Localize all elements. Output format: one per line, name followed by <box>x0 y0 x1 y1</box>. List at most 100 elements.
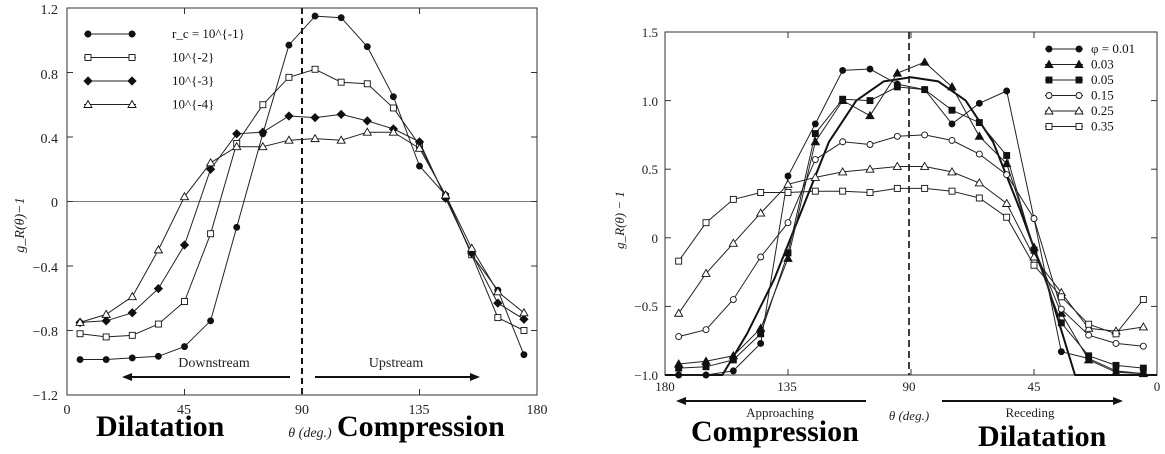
data-point <box>205 164 216 174</box>
data-point <box>1111 367 1121 376</box>
data-point <box>729 296 737 303</box>
legend-marker <box>1074 106 1084 115</box>
data-point <box>102 356 110 363</box>
x-tick-label: 45 <box>1028 379 1041 394</box>
data-point <box>520 351 528 359</box>
data-point <box>755 208 766 217</box>
series-line <box>678 134 1144 347</box>
legend-marker <box>1075 92 1083 99</box>
data-point <box>154 352 162 360</box>
data-point <box>1112 330 1120 338</box>
data-point <box>839 95 847 103</box>
data-point <box>975 194 983 202</box>
x-tick-label: 135 <box>777 379 797 394</box>
y-axis-label-left: g_R(θ)−1 <box>13 197 28 252</box>
axis-ticks-left <box>67 8 537 395</box>
data-point <box>921 131 929 139</box>
data-point <box>675 333 683 341</box>
legend-marker <box>83 99 93 108</box>
data-point <box>310 113 320 123</box>
data-point <box>494 314 502 322</box>
data-point <box>493 286 503 296</box>
legend-marker <box>127 99 137 108</box>
legend-label: 10^{-3} <box>172 73 214 88</box>
chart-right: 1.5 1.0 0.5 0 −0.5 −1.0 180 135 90 45 0 … <box>612 25 1160 423</box>
data-point <box>1083 355 1094 364</box>
data-point <box>892 161 903 170</box>
y-tick-label: −1.0 <box>634 368 658 383</box>
data-point <box>893 184 901 192</box>
y-tick-label: 0 <box>51 196 58 211</box>
series-3 <box>675 131 1147 350</box>
y-tick-label: 1.2 <box>41 3 59 18</box>
data-point <box>784 249 792 257</box>
data-point <box>179 191 190 201</box>
data-point <box>284 111 294 121</box>
data-point <box>811 120 819 128</box>
data-point <box>1139 296 1147 303</box>
data-point <box>181 343 188 351</box>
data-point <box>757 253 765 261</box>
legend-label: 0.35 <box>1091 119 1114 134</box>
x-tick-label: 180 <box>655 379 675 394</box>
data-point <box>127 291 138 301</box>
legend-marker <box>1075 123 1083 130</box>
data-point <box>310 133 320 143</box>
legend-marker <box>1045 92 1053 99</box>
data-point <box>1112 339 1120 347</box>
data-point <box>839 187 847 195</box>
data-point <box>866 189 874 196</box>
data-point <box>784 189 792 196</box>
data-point <box>702 371 710 379</box>
data-point <box>128 354 136 362</box>
receding-label: Receding <box>1005 405 1055 420</box>
data-point <box>948 136 956 144</box>
legend-marker <box>1044 59 1054 68</box>
series-line <box>80 15 525 360</box>
data-point <box>1029 252 1039 261</box>
x-tick-label: 180 <box>527 403 548 418</box>
data-point <box>1001 198 1012 207</box>
data-point <box>76 330 84 338</box>
data-point <box>921 184 929 192</box>
data-point <box>205 157 216 167</box>
y-tick-label: −0.8 <box>33 325 58 340</box>
data-point <box>811 156 819 164</box>
y-tick-label: 1.5 <box>642 25 658 40</box>
x-tick-label: 0 <box>1154 379 1161 394</box>
series-3 <box>75 127 529 326</box>
data-point <box>440 190 451 199</box>
data-point <box>520 327 528 334</box>
y-tick-label: 0.4 <box>41 132 59 147</box>
data-point <box>866 97 874 105</box>
series-5 <box>675 184 1147 338</box>
upstream-label: Upstream <box>369 356 424 371</box>
legend-marker <box>1074 59 1084 68</box>
data-point <box>893 132 901 140</box>
data-point <box>362 116 372 126</box>
data-point <box>811 130 819 137</box>
y-tick-label: −0.5 <box>634 299 658 314</box>
data-point <box>1056 308 1067 317</box>
data-point <box>466 243 477 252</box>
legend-label: 10^{-4} <box>172 97 214 112</box>
x-tick-label: 0 <box>64 403 71 418</box>
data-point <box>128 331 136 339</box>
legend-marker <box>128 54 136 61</box>
data-point <box>974 131 985 140</box>
y-axis-label-right: g_R(θ) − 1 <box>612 191 627 249</box>
data-point <box>921 86 929 94</box>
legend-marker <box>1045 123 1053 130</box>
data-point <box>729 356 737 364</box>
data-point <box>363 43 371 51</box>
y-tick-label: 0.5 <box>642 162 658 177</box>
y-tick-label: 1.0 <box>642 94 658 109</box>
data-point <box>1003 213 1011 221</box>
data-point <box>258 141 268 151</box>
legend-marker <box>1075 76 1083 84</box>
series-line <box>79 131 525 323</box>
data-point <box>757 339 765 347</box>
data-point <box>866 65 874 73</box>
data-point <box>493 298 503 308</box>
series-line <box>80 113 525 323</box>
